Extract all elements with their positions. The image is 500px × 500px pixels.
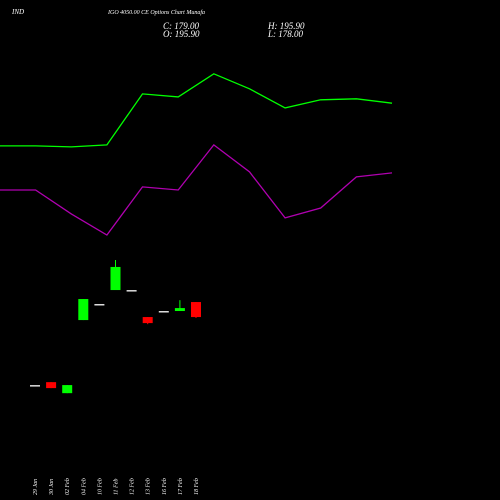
candle-body bbox=[174, 308, 185, 312]
indicator-line bbox=[0, 143, 393, 236]
x-tick-label: 10 Feb bbox=[97, 478, 103, 495]
open-stat: O: 195.90 bbox=[163, 29, 200, 39]
candle-body bbox=[126, 290, 137, 292]
candle-body bbox=[158, 311, 169, 313]
x-tick-label: 12 Feb bbox=[130, 478, 136, 495]
chart-title: IGO 4050.00 CE Options Chart Munafa bbox=[107, 9, 205, 16]
candle-body bbox=[62, 385, 73, 394]
x-tick-label: 29 Jan bbox=[33, 479, 39, 495]
close-stat: C: 179.00 bbox=[163, 21, 200, 31]
x-tick-label: 17 Feb bbox=[178, 478, 184, 495]
symbol-label: IND bbox=[11, 8, 24, 16]
x-tick-label: 13 Feb bbox=[146, 478, 152, 495]
x-tick-label: 30 Jan bbox=[49, 479, 55, 496]
high-stat: H: 195.90 bbox=[267, 21, 305, 31]
low-stat: L: 178.00 bbox=[267, 29, 304, 39]
candle-body bbox=[30, 385, 40, 387]
x-tick-label: 04 Feb bbox=[80, 478, 87, 495]
candle-body bbox=[110, 266, 121, 291]
candle-body bbox=[142, 317, 153, 324]
candle-body bbox=[78, 299, 89, 321]
indicator-line bbox=[0, 73, 393, 148]
x-tick-label: 16 Feb bbox=[162, 478, 168, 495]
candle-body bbox=[191, 302, 201, 318]
candle-body bbox=[94, 303, 105, 306]
x-tick-label: 11 Feb bbox=[114, 479, 120, 495]
candle-body bbox=[46, 382, 57, 389]
x-tick-label: 02 Feb bbox=[65, 478, 71, 495]
x-tick-label: 18 Feb bbox=[194, 478, 200, 495]
